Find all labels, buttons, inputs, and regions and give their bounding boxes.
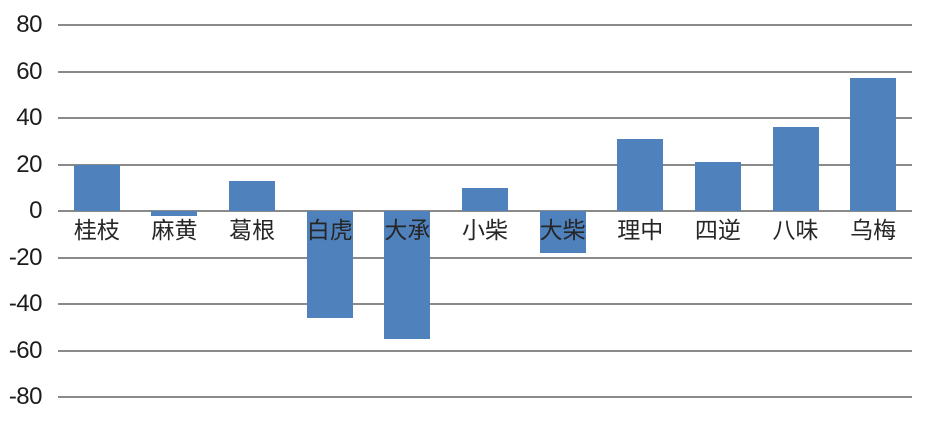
y-axis-tick-label: 0 [29,197,42,224]
plot-area: 桂枝 麻黄 葛根 白虎 大承 小柴 大柴 理中 四逆 八味 乌梅 [58,24,912,398]
gridline-y-0 [58,210,912,212]
x-axis-label-1: 麻黄 [151,218,198,244]
x-axis-label-0: 桂枝 [73,218,120,244]
gridline-y-20 [58,163,912,166]
y-axis: 80 60 40 20 0 -20 -40 -60 -80 [0,0,44,422]
y-axis-tick-label: -40 [8,290,43,317]
bar-9 [773,127,819,211]
bar-2 [229,180,275,211]
bar-7 [617,138,663,211]
y-axis-tick-label: 20 [16,150,42,178]
x-axis-label-8: 四逆 [694,218,741,244]
gridline-y--80 [58,396,912,398]
x-axis-label-10: 乌梅 [850,218,897,244]
y-axis-tick-label: 60 [16,57,42,85]
gridline-y--20 [58,256,912,259]
bar-4 [384,211,430,339]
y-axis-tick-label: 80 [16,11,42,38]
y-axis-tick-label: 40 [16,104,42,131]
x-axis-label-3: 白虎 [306,218,353,244]
gridline-y--60 [58,349,912,352]
bar-3 [307,211,353,318]
gridline-y-60 [58,70,912,73]
x-axis-label-4: 大承 [384,218,431,244]
bar-1 [151,211,197,216]
x-axis-label-6: 大柴 [539,218,586,244]
bar-0 [74,164,120,211]
y-axis-tick-label: -80 [8,383,43,410]
gridline-y-40 [58,117,912,119]
gridline-y-80 [58,24,912,26]
y-axis-tick-label: -20 [8,243,43,271]
bar-10 [850,78,896,211]
x-axis-label-2: 葛根 [229,218,276,244]
x-axis-label-5: 小柴 [461,218,508,244]
x-axis-label-7: 理中 [617,218,664,244]
bar-6 [540,211,586,253]
bar-8 [695,162,741,211]
bar-5 [462,187,508,211]
y-axis-tick-label: -60 [8,336,43,364]
gridline-y--40 [58,303,912,305]
x-axis-label-9: 八味 [772,218,819,244]
